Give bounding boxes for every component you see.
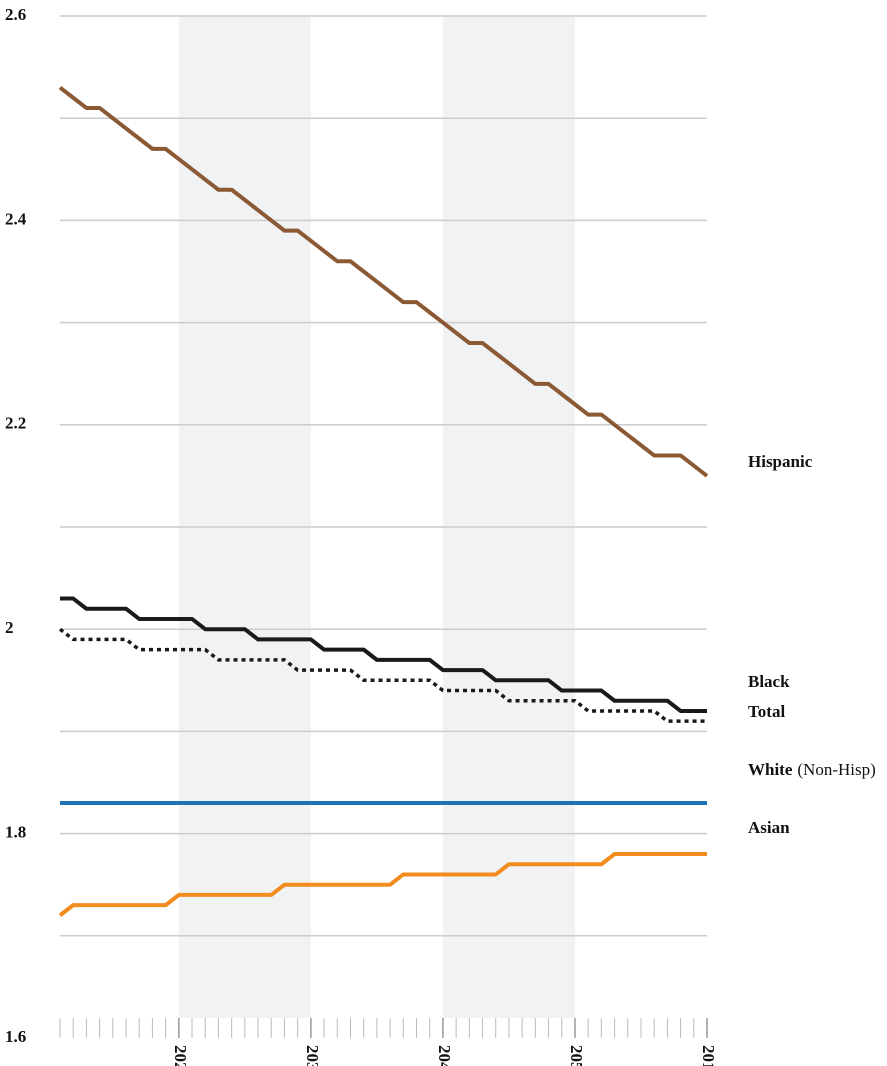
series-label: Black [748, 672, 790, 691]
series-label: White (Non-Hisp) [748, 760, 876, 779]
y-tick-label: 2.2 [5, 414, 26, 433]
series-name: Total [748, 702, 785, 721]
series-line [58, 852, 707, 917]
y-tick-label: 2.6 [5, 5, 26, 24]
x-tick-label: 2010 [699, 1045, 718, 1066]
shaded-band [178, 16, 311, 1018]
y-tick-label: 2 [5, 618, 14, 637]
series-label: Total [748, 702, 785, 721]
series-name: Asian [748, 818, 790, 837]
shaded-band [442, 16, 575, 1018]
x-tick-label: 2050 [567, 1045, 586, 1066]
x-tick-label: 2030 [303, 1045, 322, 1066]
y-tick-label: 2.4 [5, 209, 27, 228]
series-line [58, 627, 707, 723]
series-name: Black [748, 672, 790, 691]
series-name: Hispanic [748, 452, 813, 471]
series-line [58, 85, 709, 478]
y-tick-label: 1.8 [5, 823, 26, 842]
series-label: Hispanic [748, 452, 813, 471]
x-tick-label: 2040 [435, 1045, 454, 1066]
x-tick-label: 2020 [171, 1045, 190, 1066]
series-name: White [748, 760, 793, 779]
series-line [60, 596, 707, 713]
series-label: Asian [748, 818, 790, 837]
y-tick-label: 1.6 [5, 1027, 26, 1046]
series-note: (Non-Hisp) [797, 760, 875, 779]
